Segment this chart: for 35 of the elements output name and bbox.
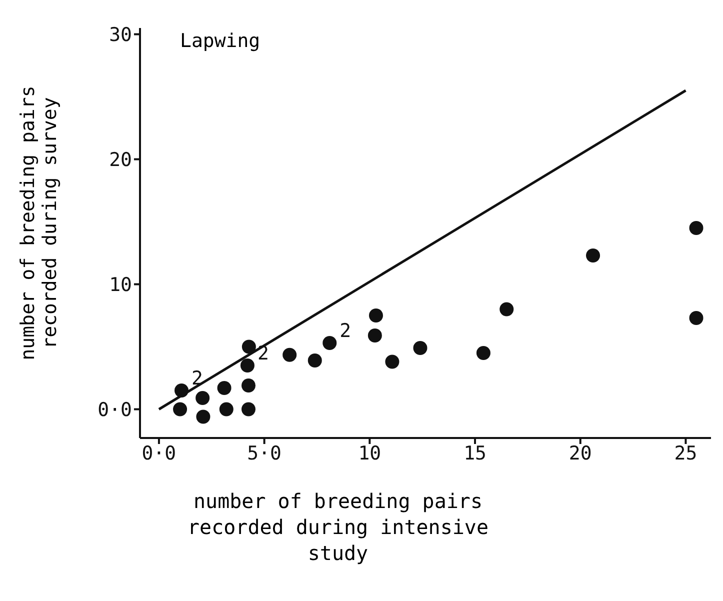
x-tick-label: 25 bbox=[674, 442, 698, 464]
point bbox=[282, 348, 297, 362]
x-axis-title: number of breeding pairs recorded during intensive study bbox=[186, 488, 490, 566]
x-tick-label: 15 bbox=[464, 442, 486, 464]
point bbox=[368, 328, 382, 342]
point bbox=[476, 346, 490, 360]
point bbox=[413, 341, 428, 355]
point bbox=[308, 354, 322, 368]
x-tick-label: 5·0 bbox=[247, 442, 282, 464]
point bbox=[242, 378, 256, 392]
point bbox=[586, 248, 600, 262]
annotation: 2 bbox=[340, 320, 352, 342]
point bbox=[173, 402, 188, 416]
y-tick-label: 30 bbox=[109, 24, 132, 46]
point bbox=[217, 381, 232, 395]
point bbox=[368, 308, 383, 322]
point bbox=[322, 336, 337, 350]
x-tick-label: 0·0 bbox=[142, 442, 176, 464]
point bbox=[500, 302, 514, 316]
point bbox=[219, 402, 234, 416]
y-axis-title: number of breeding pairs recorded during survey bbox=[17, 84, 61, 362]
y-tick-label: 10 bbox=[109, 274, 132, 296]
point bbox=[689, 221, 704, 235]
y-tick-label: 0·0 bbox=[98, 398, 132, 421]
point bbox=[385, 354, 400, 369]
point bbox=[689, 311, 704, 325]
point bbox=[242, 340, 256, 354]
chart-title: Lapwing bbox=[180, 30, 260, 52]
point bbox=[196, 410, 210, 424]
point bbox=[240, 358, 254, 372]
y-tick-label: 20 bbox=[109, 148, 132, 171]
x-tick-label: 20 bbox=[568, 442, 592, 464]
point bbox=[196, 391, 210, 405]
point bbox=[242, 402, 256, 416]
x-tick-label: 10 bbox=[358, 442, 382, 464]
